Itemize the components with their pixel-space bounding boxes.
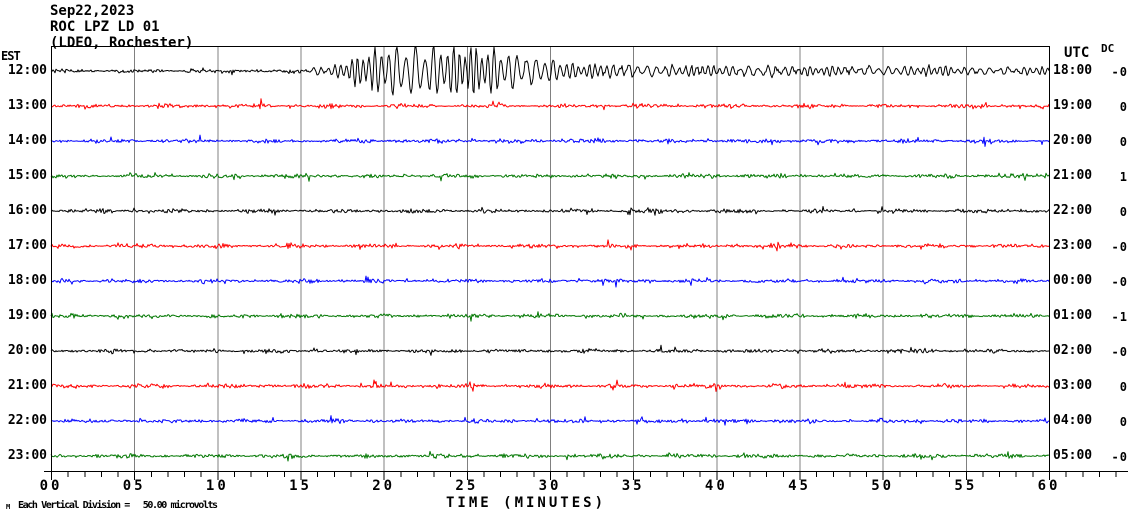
utc-time-label: 01:00 [1053,308,1093,323]
seismogram-trace-2000 [50,344,1050,356]
utc-time-label: 21:00 [1053,168,1093,183]
x-tick-label: 35 [621,478,645,494]
est-time-label: 19:00 [7,308,47,323]
seismogram-trace-1300 [51,98,1050,111]
est-time-label: 22:00 [7,413,47,428]
x-axis-title: TIME (MINUTES) [445,495,607,511]
x-tick-label: 20 [372,478,396,494]
left-axis-title: EST [1,49,21,63]
dc-value: 1 [1119,170,1128,184]
utc-time-label: 02:00 [1053,343,1093,358]
seismogram-trace-2300 [50,450,1050,462]
x-tick-label: 05 [122,478,146,494]
watermark: M [6,503,11,511]
est-time-label: 17:00 [7,238,47,253]
est-time-label: 12:00 [7,63,47,78]
x-tick-label: 30 [538,478,562,494]
dc-value: -0 [1111,65,1128,79]
dc-value: 0 [1119,205,1128,219]
utc-time-label: 19:00 [1053,98,1093,113]
est-time-label: 21:00 [7,378,47,393]
dc-value: 0 [1119,100,1128,114]
header-date: Sep22,2023 [50,3,135,19]
right-axis-title: UTC [1064,45,1090,61]
utc-time-label: 20:00 [1053,133,1093,148]
seismogram-trace-1900 [50,311,1050,322]
dc-value: 0 [1119,135,1128,149]
x-tick-label: 55 [954,478,978,494]
x-tick-label: 00 [39,478,63,494]
scale-note: Each Vertical Division = 50.00 microvolt… [18,500,218,511]
utc-time-label: 03:00 [1053,378,1093,393]
seismogram-trace-2100 [50,379,1050,392]
dc-column-header: DC [1101,42,1115,55]
x-tick-label: 50 [871,478,895,494]
utc-time-label: 23:00 [1053,238,1093,253]
utc-time-label: 05:00 [1053,448,1093,463]
x-tick-label: 25 [455,478,479,494]
x-tick-label: 40 [704,478,728,494]
seismogram-trace-1700 [50,239,1050,252]
seismogram-trace-1500 [50,172,1050,182]
est-time-label: 13:00 [7,98,47,113]
x-tick-label: 45 [788,478,811,494]
est-time-label: 14:00 [7,133,47,148]
est-time-label: 15:00 [7,168,47,183]
seismogram-trace-1600 [50,206,1050,216]
est-time-label: 16:00 [7,203,47,218]
utc-time-label: 22:00 [1053,203,1093,218]
utc-time-label: 04:00 [1053,413,1093,428]
est-time-label: 20:00 [7,343,47,358]
seismogram-trace-1800 [50,275,1050,288]
utc-time-label: 00:00 [1053,273,1093,288]
dc-value: -1 [1111,310,1128,324]
header-station: ROC LPZ LD 01 [50,19,160,35]
utc-time-label: 18:00 [1053,63,1093,78]
seismogram-trace-2200 [50,415,1050,426]
dc-value: -0 [1111,240,1128,254]
dc-value: -0 [1111,345,1128,359]
x-tick-label: 60 [1037,478,1061,494]
dc-value: -0 [1111,450,1128,464]
seismogram-trace-1200 [50,46,1050,96]
dc-value: 0 [1119,380,1128,394]
x-tick-label: 10 [205,478,229,494]
est-time-label: 23:00 [7,448,47,463]
dc-value: 0 [1119,415,1128,429]
x-tick-label: 15 [289,478,312,494]
est-time-label: 18:00 [7,273,47,288]
seismogram-trace-1400 [50,134,1050,147]
dc-value: -0 [1111,275,1128,289]
